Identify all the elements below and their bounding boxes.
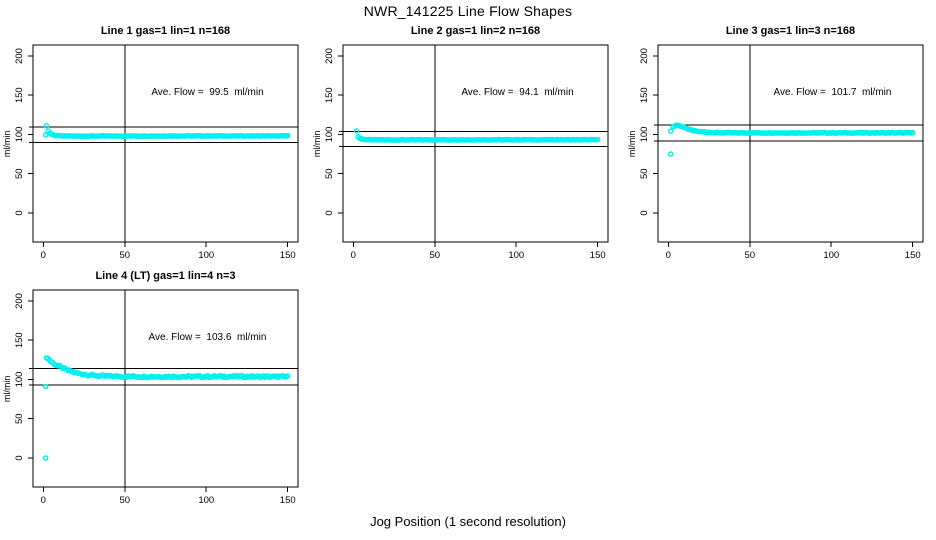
plot-box bbox=[342, 44, 609, 243]
svg-text:100: 100 bbox=[639, 127, 650, 143]
svg-text:50: 50 bbox=[14, 168, 25, 179]
svg-text:200: 200 bbox=[14, 293, 25, 309]
x-axis: 0 50 100 150 bbox=[666, 242, 921, 261]
svg-text:100: 100 bbox=[14, 372, 25, 388]
plot-box bbox=[32, 289, 299, 488]
svg-text:150: 150 bbox=[280, 250, 296, 261]
plot-box bbox=[32, 44, 299, 243]
y-axis: 0 50 100 150 200 ml/min bbox=[627, 48, 658, 216]
panel-title: Line 1 gas=1 lin=1 n=168 bbox=[100, 25, 231, 37]
svg-text:50: 50 bbox=[14, 413, 25, 424]
svg-text:100: 100 bbox=[324, 127, 335, 143]
panel-line-4: Line 4 (LT) gas=1 lin=4 n=3 Ave. Flow = … bbox=[0, 270, 312, 520]
svg-text:0: 0 bbox=[41, 495, 46, 506]
svg-text:150: 150 bbox=[324, 87, 335, 103]
svg-text:50: 50 bbox=[324, 168, 335, 179]
svg-text:50: 50 bbox=[744, 250, 755, 261]
svg-text:150: 150 bbox=[14, 87, 25, 103]
svg-text:150: 150 bbox=[14, 332, 25, 348]
svg-text:150: 150 bbox=[905, 250, 921, 261]
svg-text:100: 100 bbox=[198, 495, 214, 506]
panel-line-1: Line 1 gas=1 lin=1 n=168 Ave. Flow = 99.… bbox=[0, 25, 312, 275]
svg-text:200: 200 bbox=[639, 48, 650, 64]
svg-text:100: 100 bbox=[508, 250, 524, 261]
y-axis: 0 50 100 150 200 ml/min bbox=[2, 48, 33, 216]
panel-line-2: Line 2 gas=1 lin=2 n=168 Ave. Flow = 94.… bbox=[310, 25, 622, 275]
svg-text:100: 100 bbox=[14, 127, 25, 143]
svg-text:100: 100 bbox=[198, 250, 214, 261]
reference-lines bbox=[654, 45, 923, 242]
reference-lines bbox=[29, 45, 298, 242]
panel-title: Line 4 (LT) gas=1 lin=4 n=3 bbox=[95, 270, 236, 282]
svg-text:100: 100 bbox=[823, 250, 839, 261]
panel-line-3: Line 3 gas=1 lin=3 n=168 Ave. Flow = 101… bbox=[625, 25, 936, 275]
ave-flow-annotation: Ave. Flow = 101.7 ml/min bbox=[773, 87, 892, 98]
panel-plot: 0 50 100 150 0 50 100 150 200 ml/min bbox=[312, 44, 609, 261]
data-points bbox=[42, 123, 291, 140]
x-axis: 0 50 100 150 bbox=[41, 487, 296, 506]
ave-flow-annotation: Ave. Flow = 94.1 ml/min bbox=[461, 87, 574, 98]
svg-text:0: 0 bbox=[14, 210, 25, 215]
svg-text:0: 0 bbox=[14, 455, 25, 460]
y-axis: 0 50 100 150 200 ml/min bbox=[312, 48, 343, 216]
y-axis: 0 50 100 150 200 ml/min bbox=[2, 293, 33, 461]
svg-text:0: 0 bbox=[666, 250, 671, 261]
svg-text:0: 0 bbox=[41, 250, 46, 261]
svg-text:150: 150 bbox=[280, 495, 296, 506]
data-points bbox=[42, 355, 291, 461]
reference-lines bbox=[29, 290, 298, 487]
svg-text:150: 150 bbox=[590, 250, 606, 261]
panel-title: Line 3 gas=1 lin=3 n=168 bbox=[725, 25, 856, 37]
reference-lines bbox=[339, 45, 608, 242]
svg-text:0: 0 bbox=[324, 210, 335, 215]
svg-text:0: 0 bbox=[351, 250, 356, 261]
panel-plot: 0 50 100 150 0 50 100 150 200 ml/min bbox=[627, 44, 924, 261]
svg-text:50: 50 bbox=[639, 168, 650, 179]
svg-text:0: 0 bbox=[639, 210, 650, 215]
panel-plot: 0 50 100 150 0 50 100 150 200 ml/min bbox=[2, 44, 299, 261]
data-points bbox=[353, 128, 601, 143]
y-axis-title: ml/min bbox=[2, 131, 12, 158]
ave-flow-annotation: Ave. Flow = 103.6 ml/min bbox=[148, 332, 267, 343]
x-axis: 0 50 100 150 bbox=[41, 242, 296, 261]
svg-text:200: 200 bbox=[324, 48, 335, 64]
x-axis: 0 50 100 150 bbox=[351, 242, 606, 261]
data-points bbox=[667, 122, 916, 157]
svg-text:150: 150 bbox=[639, 87, 650, 103]
y-axis-title: ml/min bbox=[627, 131, 637, 158]
figure-title: NWR_141225 Line Flow Shapes bbox=[363, 3, 573, 19]
panel-plot: 0 50 100 150 0 50 100 150 200 ml/min bbox=[2, 289, 299, 506]
y-axis-title: ml/min bbox=[312, 131, 322, 158]
svg-text:50: 50 bbox=[119, 250, 130, 261]
ave-flow-annotation: Ave. Flow = 99.5 ml/min bbox=[151, 87, 264, 98]
svg-text:50: 50 bbox=[119, 495, 130, 506]
svg-text:50: 50 bbox=[429, 250, 440, 261]
svg-text:200: 200 bbox=[14, 48, 25, 64]
panel-title: Line 2 gas=1 lin=2 n=168 bbox=[410, 25, 541, 37]
x-axis-label: Jog Position (1 second resolution) bbox=[370, 514, 566, 529]
y-axis-title: ml/min bbox=[2, 376, 12, 403]
plot-box bbox=[657, 44, 924, 243]
